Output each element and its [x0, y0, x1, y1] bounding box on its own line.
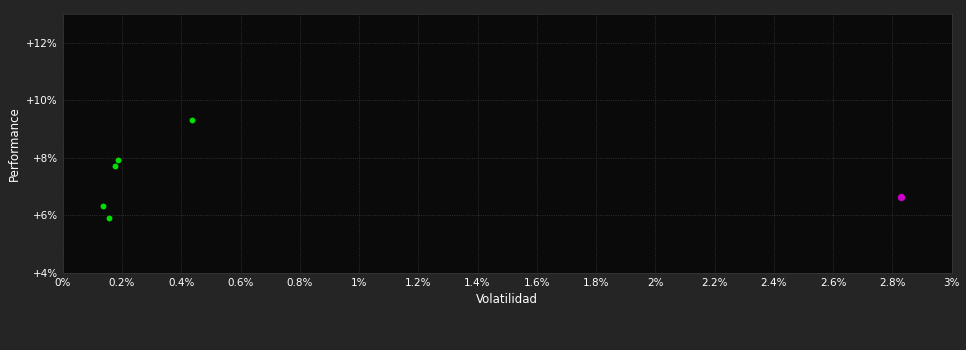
Point	[107, 163, 123, 169]
Point	[101, 215, 117, 220]
Point	[110, 158, 126, 163]
Point	[184, 117, 199, 123]
Y-axis label: Performance: Performance	[8, 106, 20, 181]
X-axis label: Volatilidad: Volatilidad	[476, 293, 538, 306]
Point	[894, 194, 909, 199]
Point	[95, 203, 110, 209]
